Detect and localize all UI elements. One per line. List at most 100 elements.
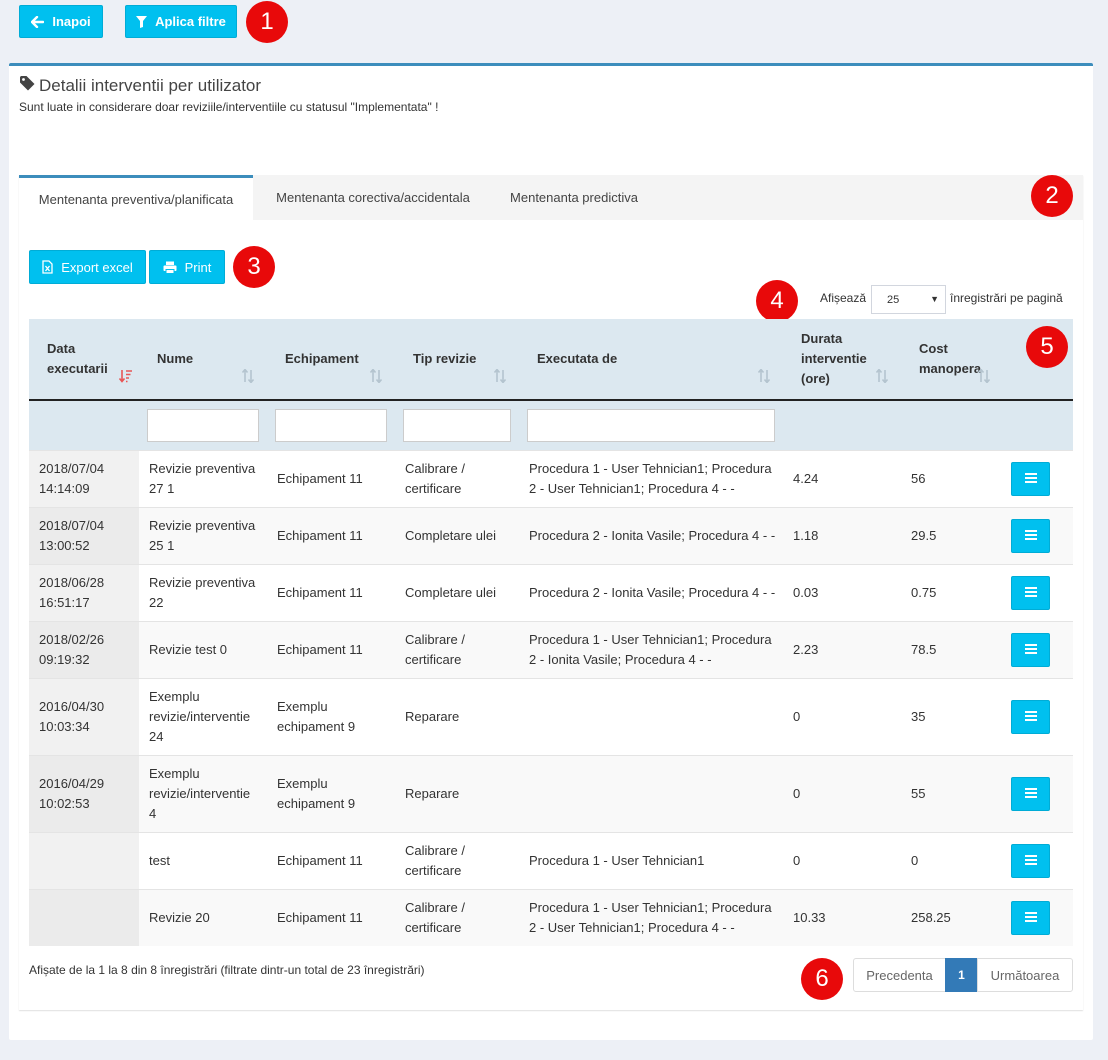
column-header-duration-l2: interventie [801, 351, 867, 366]
cell-date-l1: 2018/07/04 [39, 517, 105, 533]
filter-icon [136, 15, 148, 28]
tab-preventive-maintenance[interactable]: Mentenanta preventiva/planificata [19, 175, 253, 220]
row-details-button[interactable] [1011, 461, 1050, 496]
menu-icon [1024, 851, 1037, 871]
cell-duration-value: 1.18 [793, 527, 819, 543]
row-details-button[interactable] [1011, 776, 1050, 811]
table-row: 2018/02/26 09:19:32 Revizie test 0 Echipa… [29, 620, 1073, 678]
cell-date-l2: 09:19:32 [39, 651, 90, 667]
cell-equipment: Echipament 11 [267, 620, 395, 678]
cell-name: Exemplu revizie/interventie 24 [139, 677, 267, 755]
pagination-previous[interactable]: Precedenta [853, 958, 946, 992]
excel-file-icon [42, 260, 53, 274]
column-header-revision-type[interactable]: Tip revizie [395, 319, 519, 401]
table-row: 2018/06/28 16:51:17 Revizie preventiva 22 … [29, 563, 1073, 621]
cell-revision-type-l2: certificare [405, 651, 462, 667]
row-details-button[interactable] [1011, 843, 1050, 878]
cell-date: 2016/04/30 10:03:34 [29, 677, 139, 755]
table-row: 2016/04/30 10:03:34 Exemplu revizie/interv… [29, 677, 1073, 755]
cell-executed-by [519, 677, 783, 755]
cell-executed-by: Procedura 1 - User Tehnician1; Procedura… [519, 888, 783, 946]
cell-name-l1: Revizie preventiva [149, 517, 256, 533]
cell-duration: 0 [783, 754, 901, 832]
column-header-executed-by[interactable]: Executata de [519, 319, 783, 401]
filter-executed-by-input[interactable] [527, 408, 775, 442]
cell-executed-by [519, 754, 783, 832]
cell-equipment-l1: Echipament 11 [277, 909, 363, 925]
row-details-button[interactable] [1011, 699, 1050, 734]
cell-date-l2: 10:02:53 [39, 795, 90, 811]
cell-name-l2: 25 1 [149, 537, 175, 553]
column-header-cost[interactable]: Cost manopera [901, 319, 1003, 401]
cell-name-l1: test [149, 852, 170, 868]
cell-duration: 0 [783, 677, 901, 755]
cell-revision-type-l1: Calibrare / [405, 631, 465, 647]
filter-cell-date [29, 400, 139, 450]
cell-date: 2018/02/26 09:19:32 [29, 620, 139, 678]
column-header-date[interactable]: Data executarii [29, 319, 139, 401]
cell-duration: 10.33 [783, 888, 901, 946]
cell-date: 2018/07/04 14:14:09 [29, 449, 139, 507]
cell-equipment-l1: Echipament 11 [277, 527, 363, 543]
sort-desc-icon [118, 369, 133, 389]
column-header-equipment[interactable]: Echipament [267, 319, 395, 401]
apply-filters-button[interactable]: Aplica filtre [125, 5, 237, 38]
cell-executed-by: Procedura 2 - Ionita Vasile; Procedura 4… [519, 563, 783, 621]
table-row: Revizie 20 Echipament 11 Calibrare / cert… [29, 888, 1073, 946]
cell-revision-type: Reparare [395, 754, 519, 832]
cell-date: 2018/06/28 16:51:17 [29, 563, 139, 621]
row-details-button[interactable] [1011, 900, 1050, 935]
cell-revision-type-l1: Reparare [405, 708, 460, 724]
step-marker-3: 3 [233, 246, 275, 288]
cell-cost: 0 [901, 831, 1003, 889]
column-header-name-label: Nume [157, 351, 194, 366]
sort-both-icon [977, 368, 991, 389]
row-details-button[interactable] [1011, 632, 1050, 667]
cell-equipment-l1: Echipament 11 [277, 584, 363, 600]
column-header-name[interactable]: Nume [139, 319, 267, 401]
sort-both-icon [493, 368, 507, 389]
filter-revision-type-input[interactable] [403, 408, 511, 442]
menu-icon [1024, 640, 1037, 660]
column-header-duration-l1: Durata [801, 331, 843, 346]
cell-equipment-l1: Echipament 11 [277, 852, 363, 868]
sort-both-icon [757, 368, 771, 389]
export-excel-button[interactable]: Export excel [29, 250, 146, 284]
cell-cost: 78.5 [901, 620, 1003, 678]
cell-equipment: Echipament 11 [267, 563, 395, 621]
page-length-suffix: înregistrări pe pagină [950, 291, 1063, 305]
row-details-button[interactable] [1011, 575, 1050, 610]
back-button[interactable]: Inapoi [19, 5, 103, 38]
cell-revision-type: Reparare [395, 677, 519, 755]
tab-corrective-maintenance[interactable]: Mentenanta corectiva/accidentala [276, 190, 470, 205]
cell-equipment-l2: echipament 9 [277, 795, 356, 811]
row-details-button[interactable] [1011, 518, 1050, 553]
column-header-revision-type-label: Tip revizie [413, 351, 477, 366]
cell-name-l1: Revizie test 0 [149, 641, 228, 657]
cell-duration-value: 0 [793, 708, 801, 724]
pagination-page-1[interactable]: 1 [945, 958, 978, 992]
print-button[interactable]: Print [149, 250, 225, 284]
step-marker-4: 4 [756, 280, 798, 322]
filter-equipment-input[interactable] [275, 408, 387, 442]
cell-name: Revizie preventiva 27 1 [139, 449, 267, 507]
filter-cell-name [139, 400, 267, 450]
filter-cell-equipment [267, 400, 395, 450]
cell-revision-type-l1: Completare ulei [405, 527, 497, 543]
cell-revision-type-l1: Calibrare / [405, 899, 465, 915]
pagination-next[interactable]: Următoarea [977, 958, 1073, 992]
column-header-duration[interactable]: Durata interventie (ore) [783, 319, 901, 401]
step-marker-5: 5 [1026, 326, 1068, 368]
cell-equipment-l1: Echipament 11 [277, 641, 363, 657]
tab-predictive-maintenance[interactable]: Mentenanta predictiva [510, 190, 638, 205]
cell-revision-type-l2: certificare [405, 919, 462, 935]
filter-name-input[interactable] [147, 408, 259, 442]
column-header-executed-by-label: Executata de [537, 351, 618, 366]
cell-cost-value: 0 [911, 852, 919, 868]
column-header-equipment-label: Echipament [285, 351, 359, 366]
cell-equipment: Exemplu echipament 9 [267, 754, 395, 832]
cell-date: 2018/07/04 13:00:52 [29, 506, 139, 564]
page-length-select[interactable]: 25 ▼ [871, 285, 946, 314]
cell-duration-value: 4.24 [793, 470, 819, 486]
cell-name: Revizie test 0 [139, 620, 267, 678]
